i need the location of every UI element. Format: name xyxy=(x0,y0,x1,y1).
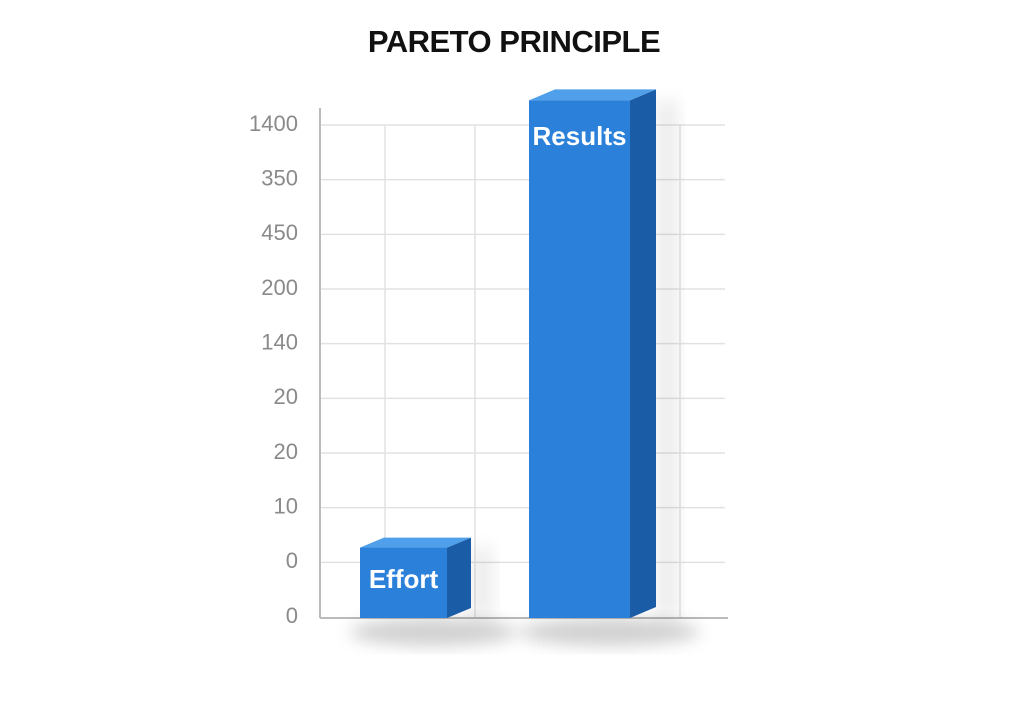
bar-shadow xyxy=(350,618,517,646)
y-tick-label: 140 xyxy=(261,329,298,354)
y-tick-label: 20 xyxy=(274,439,298,464)
y-tick-label: 1400 xyxy=(249,111,298,136)
bar-side xyxy=(447,537,471,618)
y-tick-label: 0 xyxy=(286,548,298,573)
y-tick-label: 350 xyxy=(261,165,298,190)
bar-side-shadow xyxy=(656,100,678,619)
bar-side-shadow xyxy=(471,547,493,618)
bar xyxy=(529,100,630,619)
bar xyxy=(360,547,447,618)
chart-title: PARETO PRINCIPLE xyxy=(368,24,660,59)
bar-shadow xyxy=(519,618,700,646)
y-tick-label: 20 xyxy=(274,384,298,409)
y-tick-label: 450 xyxy=(261,220,298,245)
bar-side xyxy=(630,89,656,619)
y-tick-label: 200 xyxy=(261,275,298,300)
bar-top xyxy=(529,89,656,101)
y-tick-label: 0 xyxy=(286,603,298,628)
y-tick-label: 10 xyxy=(274,493,298,518)
bar-label: Effort xyxy=(369,564,439,594)
vertical-grid xyxy=(384,125,681,618)
bar-top xyxy=(360,537,471,548)
bar-label: Results xyxy=(533,121,627,151)
